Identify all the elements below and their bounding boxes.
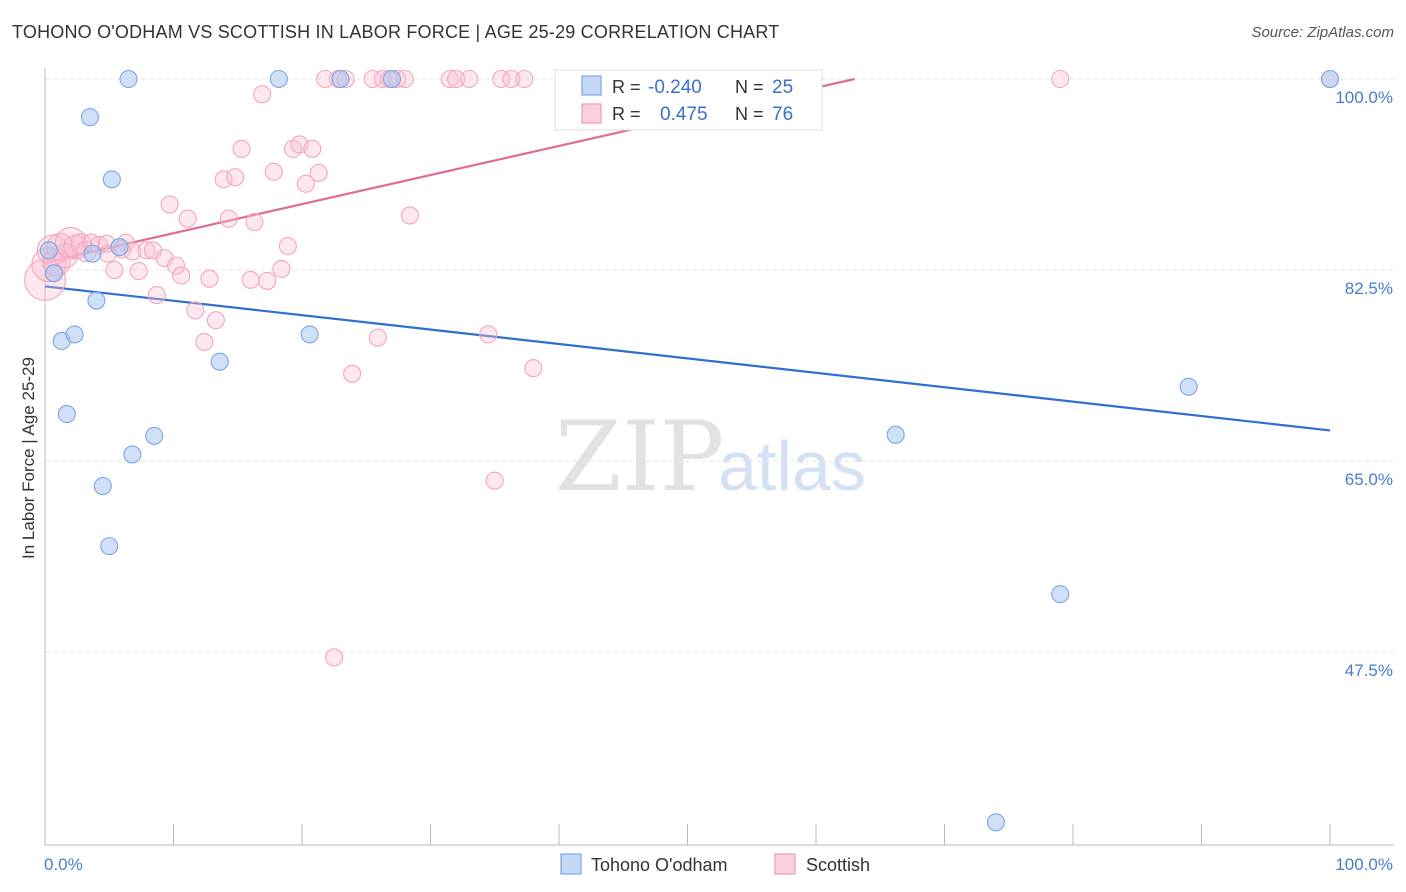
scottish-point	[167, 256, 186, 275]
scottish-point	[129, 262, 148, 281]
tohono-point	[93, 477, 112, 496]
legend-n-value-scottish: 76	[772, 104, 793, 125]
series-legend: Tohono O'odham Scottish	[560, 853, 870, 875]
scottish-point	[195, 332, 214, 352]
scottish-point	[459, 69, 479, 89]
scottish-point	[440, 69, 459, 89]
tohono-point	[1051, 585, 1070, 604]
tohono-point	[119, 69, 138, 89]
legend-r-value-tohono: -0.240	[648, 77, 702, 98]
chart-source: Source: ZipAtlas.com	[1251, 24, 1394, 41]
tohono-point	[83, 244, 102, 263]
scottish-point	[206, 311, 225, 330]
scottish-point	[485, 471, 504, 490]
tohono-point	[100, 537, 119, 556]
scottish-point	[447, 69, 466, 89]
chart-title: TOHONO O'ODHAM VS SCOTTISH IN LABOR FORC…	[12, 22, 780, 42]
scottish-point	[226, 168, 245, 187]
scottish-point	[309, 163, 328, 182]
tohono-point	[110, 238, 129, 257]
scottish-point	[264, 162, 283, 181]
watermark-atlas: atlas	[718, 427, 866, 505]
scottish-point	[186, 301, 205, 320]
scottish-point	[178, 209, 197, 228]
legend-r-label-tohono: R =	[612, 77, 641, 97]
tohono-point	[886, 425, 905, 444]
correlation-legend: R = -0.240 N = 25 R = 0.475 N = 76	[554, 69, 823, 131]
tohono-trend-line	[44, 285, 1331, 432]
tohono-point	[123, 445, 142, 464]
tohono-point	[210, 352, 229, 371]
legend-r-label-scottish: R =	[612, 104, 641, 124]
tohono-point	[44, 264, 64, 283]
scottish-point	[278, 236, 297, 256]
tohono-point	[145, 426, 164, 445]
scottish-point	[368, 328, 387, 347]
y-tick-label: 65.0%	[1345, 470, 1393, 489]
legend-n-label-tohono: N =	[735, 77, 764, 97]
legend-n-value-tohono: 25	[772, 77, 793, 98]
tohono-point	[102, 170, 121, 189]
series-legend-label-scottish: Scottish	[806, 855, 870, 875]
scottish-point	[502, 69, 521, 89]
legend-n-label-scottish: N =	[735, 104, 764, 124]
scottish-point	[479, 325, 498, 344]
trend-lines	[44, 77, 1331, 432]
watermark-zip: ZIP	[555, 401, 724, 513]
scottish-point	[214, 170, 233, 189]
scottish-point	[325, 648, 344, 667]
legend-r-value-scottish: 0.475	[660, 104, 708, 125]
scottish-point	[492, 69, 511, 89]
scottish-point	[400, 206, 419, 225]
tohono-point	[39, 241, 58, 260]
y-tick-label: 47.5%	[1345, 661, 1393, 680]
scottish-point	[1051, 69, 1070, 89]
scottish-point	[219, 209, 238, 228]
scottish-point	[272, 259, 291, 278]
tohono-point	[57, 405, 76, 424]
scottish-point	[241, 270, 260, 289]
tohono-point	[269, 69, 288, 89]
scottish-point	[245, 212, 264, 232]
scottish-point	[232, 139, 251, 158]
tohono-point	[1179, 377, 1198, 396]
tohono-point	[80, 108, 100, 127]
tohono-point	[87, 291, 106, 310]
scottish-point	[200, 269, 219, 288]
scottish-point	[296, 174, 315, 193]
x-tick-label-min: 0.0%	[44, 855, 83, 874]
scottish-point	[303, 139, 322, 158]
tohono-point	[65, 325, 84, 344]
legend-swatch-tohono	[581, 75, 602, 96]
tohono-point	[331, 69, 350, 89]
axes: 47.5% 65.0% 82.5% 100.0% 0.0% 100.0%	[44, 68, 1394, 874]
grid-lines	[45, 78, 1394, 653]
scottish-point	[137, 241, 156, 260]
series-legend-swatch-tohono	[560, 853, 582, 875]
y-axis-label: In Labor Force | Age 25-29	[19, 357, 38, 559]
data-points	[24, 69, 1340, 832]
y-tick-label: 82.5%	[1345, 279, 1393, 298]
series-legend-label-tohono: Tohono O'odham	[591, 855, 728, 875]
scottish-point	[258, 271, 277, 290]
scottish-point	[172, 266, 191, 285]
scottish-point	[343, 364, 362, 383]
y-tick-label: 100.0%	[1335, 88, 1393, 107]
scottish-point	[524, 359, 543, 378]
tohono-point	[986, 813, 1005, 832]
tohono-point	[300, 325, 319, 344]
scottish-point	[515, 69, 534, 89]
tohono-point	[382, 69, 402, 89]
scottish-point	[253, 85, 272, 104]
tohono-point	[1320, 69, 1340, 89]
scottish-point	[105, 260, 124, 280]
scottish-point	[160, 195, 179, 214]
series-legend-swatch-scottish	[774, 853, 796, 875]
x-tick-label-max: 100.0%	[1335, 855, 1393, 874]
scottish-point	[147, 286, 166, 305]
legend-swatch-scottish	[581, 103, 602, 124]
